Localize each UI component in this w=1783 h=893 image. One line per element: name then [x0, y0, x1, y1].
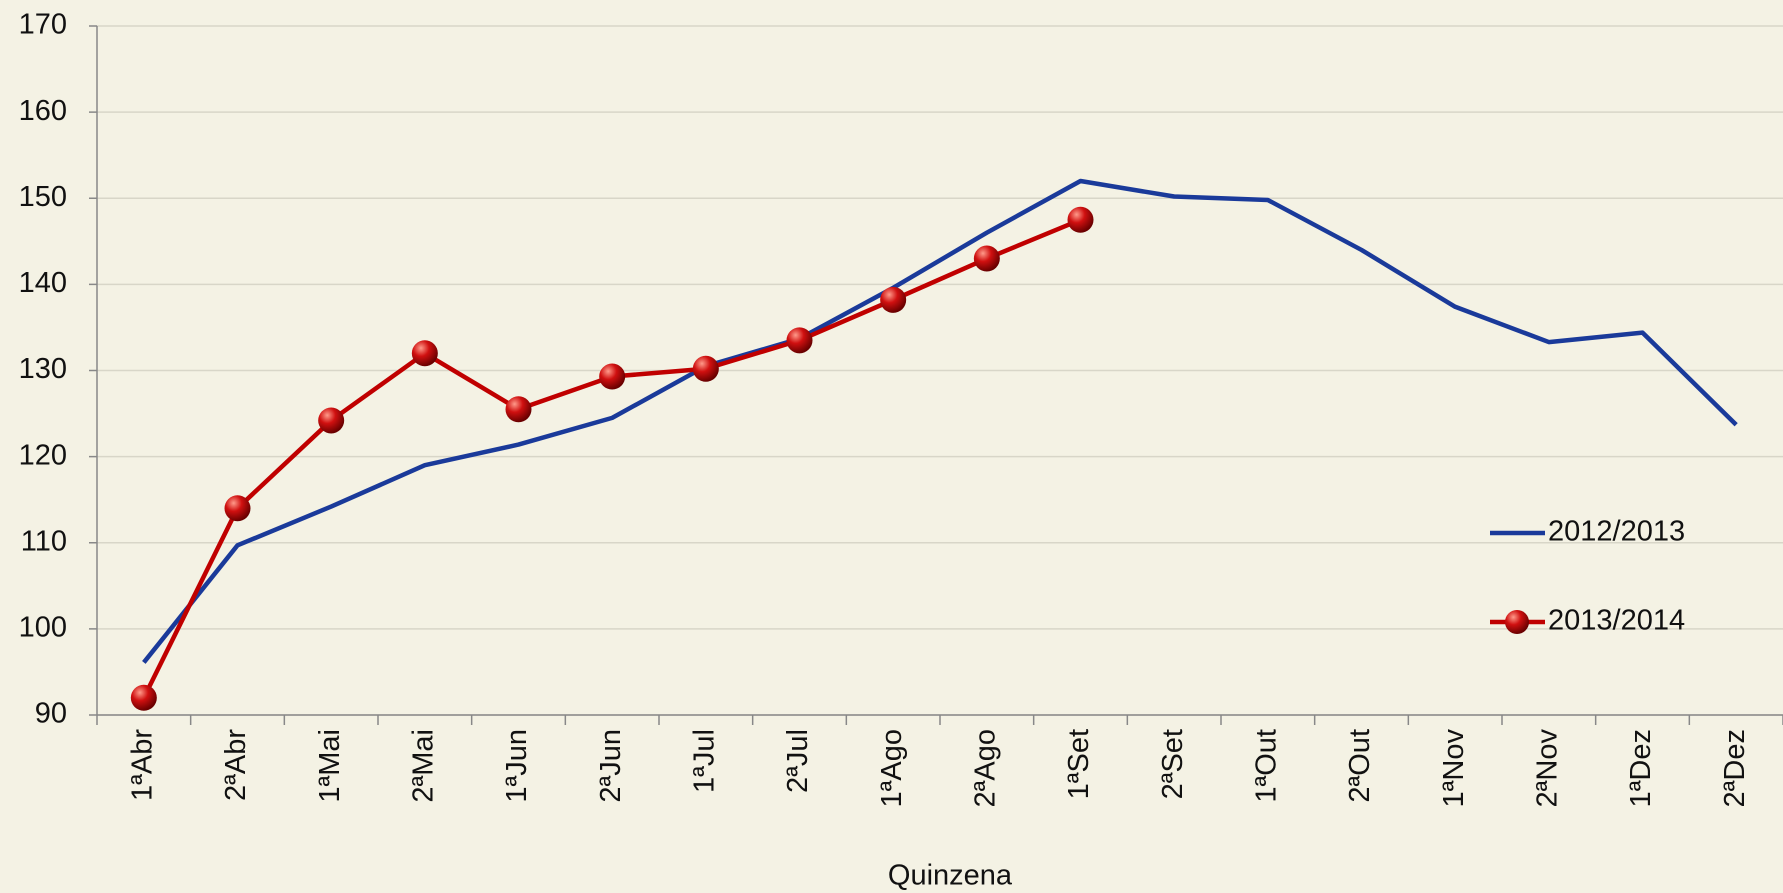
marker	[973, 245, 1000, 272]
y-tick-label: 160	[19, 95, 67, 127]
marker	[1067, 206, 1094, 233]
marker	[599, 363, 626, 390]
y-tick-label: 130	[19, 353, 67, 385]
x-tick-label: 1ªDez	[1625, 729, 1657, 807]
marker	[786, 327, 813, 354]
marker	[505, 396, 532, 423]
x-tick-label: 2ªMai	[407, 729, 439, 803]
x-tick-label: 1ªJun	[501, 729, 533, 803]
x-tick-label: 1ªAbr	[126, 729, 158, 801]
x-tick-label: 1ªOut	[1250, 729, 1282, 803]
marker	[318, 407, 345, 434]
x-tick-label: 2ªJun	[595, 729, 627, 803]
y-tick-label: 150	[19, 181, 67, 213]
series-line	[142, 178, 1738, 664]
legend-marker	[1505, 610, 1529, 634]
x-tick-label: 2ªAbr	[220, 729, 252, 801]
y-tick-label: 100	[19, 612, 67, 644]
x-tick-label: 1ªSet	[1063, 729, 1095, 799]
x-tick-label: 1ªMai	[314, 729, 346, 803]
x-tick-label: 1ªNov	[1438, 729, 1470, 808]
x-tick-label: 2ªSet	[1157, 729, 1189, 799]
y-tick-label: 90	[35, 698, 67, 730]
marker	[880, 286, 907, 313]
x-tick-label: 1ªAgo	[876, 729, 908, 807]
legend-label: 2012/2013	[1548, 516, 1685, 548]
x-tick-label: 2ªDez	[1719, 729, 1751, 807]
marker	[411, 340, 438, 367]
x-axis-label: Quinzena	[888, 860, 1013, 892]
x-tick-label: 2ªNov	[1531, 729, 1563, 808]
marker	[130, 684, 157, 711]
y-tick-label: 120	[19, 439, 67, 471]
y-tick-label: 140	[19, 267, 67, 299]
marker	[692, 355, 719, 382]
x-tick-label: 2ªJul	[782, 729, 814, 793]
x-tick-label: 2ªOut	[1344, 729, 1376, 803]
y-tick-label: 110	[21, 525, 67, 557]
marker	[224, 495, 251, 522]
legend-label: 2013/2014	[1548, 605, 1685, 637]
y-tick-label: 170	[19, 9, 67, 41]
x-tick-label: 1ªJul	[688, 729, 720, 793]
x-tick-label: 2ªAgo	[969, 729, 1001, 807]
